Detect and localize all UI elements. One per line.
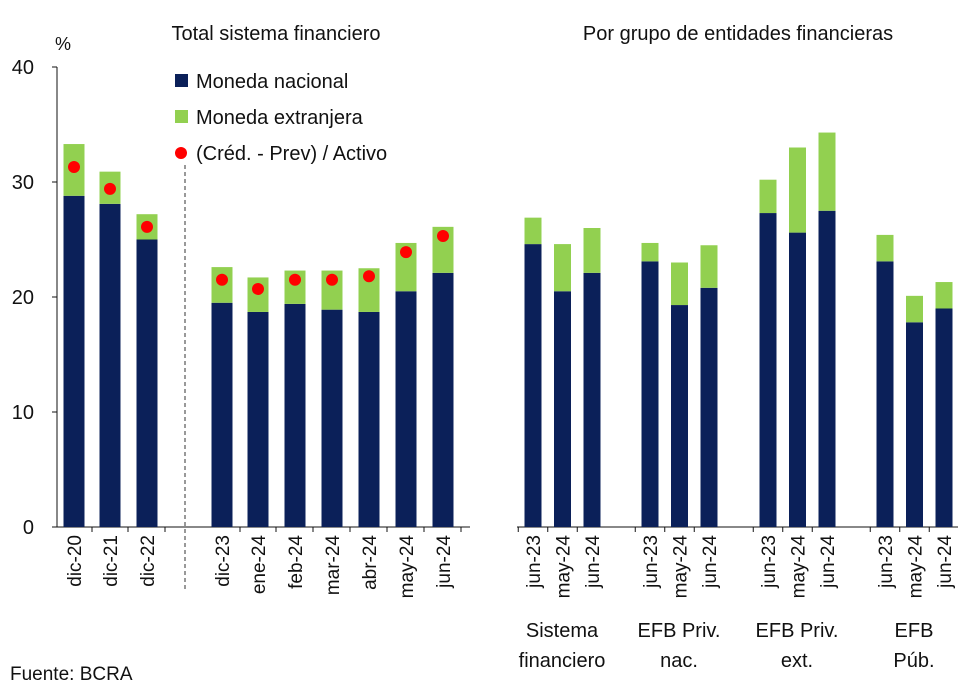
bar-moneda-nacional — [906, 322, 923, 527]
bar-moneda-extranjera — [524, 217, 542, 245]
bar-moneda-extranjera — [671, 262, 688, 306]
ratio-point — [400, 246, 412, 259]
x-tick-label: may-24 — [397, 535, 418, 599]
right-bars: jun-23 may-24 jun-24 Sistema financiero jun-2… — [517, 132, 958, 672]
bar-moneda-extranjera — [906, 295, 923, 323]
x-tick-label: may-24 — [906, 535, 927, 599]
legend-swatch-extranjera — [175, 110, 188, 123]
bar-moneda-nacional — [935, 308, 953, 527]
group-label: EFB Priv. — [638, 620, 721, 642]
x-tick-label: jun-24 — [818, 535, 839, 589]
x-tick-label: dic-22 — [138, 535, 159, 587]
bar-moneda-extranjera — [759, 179, 777, 214]
group-label: nac. — [660, 650, 698, 672]
x-tick-label: ene-24 — [249, 535, 270, 595]
x-tick-label: jun-24 — [583, 535, 604, 589]
ratio-point — [326, 273, 338, 286]
y-tick-label: 20 — [12, 287, 34, 309]
left-chart-title: Total sistema financiero — [172, 23, 381, 45]
x-tick-label: jun-23 — [876, 535, 897, 589]
source-note: Fuente: BCRA — [10, 664, 133, 685]
x-tick-label: jun-23 — [759, 535, 780, 589]
bar-moneda-nacional — [321, 309, 343, 527]
ratio-point — [252, 282, 264, 295]
bar-moneda-nacional — [99, 203, 121, 527]
ratio-point — [141, 220, 153, 233]
y-tick-label: 40 — [12, 57, 34, 79]
ratio-point — [68, 161, 80, 174]
x-tick-label: abr-24 — [360, 535, 381, 590]
bar-moneda-nacional — [247, 311, 269, 527]
bar-moneda-nacional — [211, 302, 233, 527]
right-chart-title: Por grupo de entidades financieras — [583, 23, 893, 45]
legend-label-extranjera: Moneda extranjera — [196, 107, 364, 129]
bar-moneda-nacional — [284, 303, 306, 527]
bar-moneda-nacional — [671, 305, 688, 527]
x-tick-label: jun-23 — [524, 535, 545, 589]
bar-moneda-nacional — [876, 261, 894, 527]
x-tick-label: mar-24 — [323, 535, 344, 596]
legend-marker-ratio — [175, 147, 187, 159]
bar-moneda-extranjera — [554, 244, 571, 292]
bar-moneda-nacional — [395, 291, 417, 527]
bar-moneda-nacional — [641, 261, 659, 527]
bar-moneda-extranjera — [876, 234, 894, 262]
legend-swatch-nacional — [175, 74, 188, 87]
bar-moneda-nacional — [524, 244, 542, 527]
ratio-point — [437, 230, 449, 243]
x-tick-label: jun-24 — [935, 535, 956, 589]
legend-label-ratio: (Créd. - Prev) / Activo — [196, 143, 387, 165]
bar-moneda-nacional — [554, 291, 571, 527]
y-axis: 0 10 20 30 40 — [12, 57, 470, 539]
bar-moneda-extranjera — [818, 132, 836, 211]
bar-moneda-extranjera — [935, 282, 953, 309]
y-tick-label: 10 — [12, 402, 34, 424]
bar-moneda-extranjera — [641, 242, 659, 262]
group-label: EFB Priv. — [756, 620, 839, 642]
bar-moneda-extranjera — [700, 245, 718, 288]
bar-moneda-nacional — [818, 210, 836, 527]
ratio-point — [104, 182, 116, 195]
legend-label-nacional: Moneda nacional — [196, 71, 348, 93]
x-tick-label: may-24 — [789, 535, 810, 599]
x-tick-label: may-24 — [671, 535, 692, 599]
x-tick-label: jun-24 — [434, 535, 455, 589]
group-label: ext. — [781, 650, 813, 672]
bar-moneda-extranjera — [583, 228, 601, 273]
group-label: Púb. — [893, 650, 934, 672]
x-tick-label: feb-24 — [286, 535, 307, 589]
x-tick-label: dic-23 — [213, 535, 234, 587]
bar-moneda-extranjera — [789, 147, 806, 233]
left-bars: dic-20 dic-21 dic-22 dic-23 ene-24 feb-24 mar-… — [63, 144, 462, 599]
x-tick-label: jun-24 — [700, 535, 721, 589]
bar-moneda-nacional — [759, 213, 777, 528]
x-tick-label: dic-21 — [101, 535, 122, 587]
bar-moneda-nacional — [700, 287, 718, 527]
x-tick-label: dic-20 — [65, 535, 86, 587]
y-tick-label: 0 — [23, 517, 34, 539]
bar-moneda-nacional — [789, 232, 806, 527]
bar-moneda-nacional — [136, 239, 158, 527]
legend: Moneda nacional Moneda extranjera (Créd.… — [175, 71, 387, 165]
group-label: Sistema — [526, 620, 599, 642]
x-tick-label: may-24 — [554, 535, 575, 599]
bar-moneda-nacional — [63, 195, 85, 528]
y-axis-unit: % — [55, 34, 71, 54]
ratio-point — [363, 270, 375, 283]
y-tick-label: 30 — [12, 172, 34, 194]
ratio-point — [216, 273, 228, 286]
group-label: financiero — [519, 650, 606, 672]
x-tick-label: jun-23 — [641, 535, 662, 589]
bar-moneda-nacional — [358, 311, 380, 527]
bar-moneda-nacional — [432, 272, 454, 527]
group-label: EFB — [895, 620, 934, 642]
ratio-point — [289, 273, 301, 286]
bar-moneda-nacional — [583, 272, 601, 527]
